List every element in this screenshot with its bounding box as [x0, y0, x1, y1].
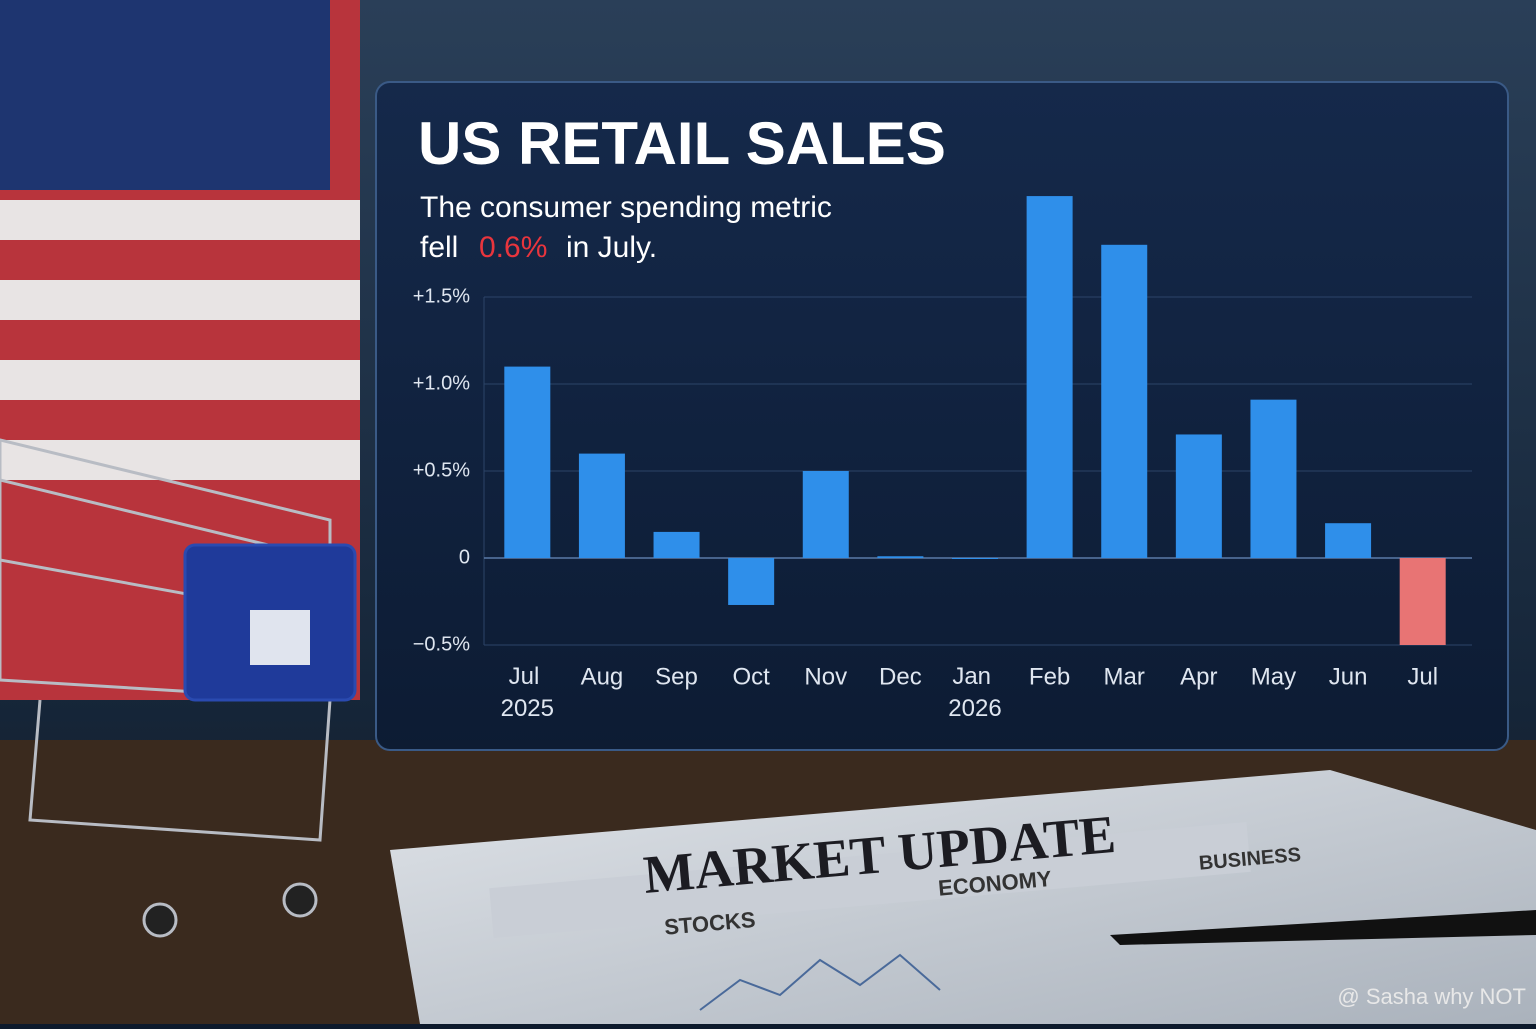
- x-tick-label: Nov: [804, 663, 847, 690]
- chart-subtitle: fell: [420, 231, 458, 264]
- plot: −0.5% 0 +0.5% +1.0% +1.5% Jul 2025 Aug Sep Oct No…: [413, 196, 1472, 722]
- bar: [1175, 434, 1222, 558]
- bar: [1250, 399, 1297, 558]
- chart-subtitle: in July.: [566, 231, 657, 264]
- y-tick-label: +1.5%: [413, 285, 470, 307]
- y-tick-label: +1.0%: [413, 372, 470, 394]
- bar: [952, 558, 998, 559]
- x-tick-label: May: [1251, 663, 1296, 690]
- bar: [877, 556, 924, 558]
- x-tick-label: Oct: [732, 663, 770, 690]
- bar: [728, 558, 775, 605]
- y-tick-label: −0.5%: [413, 633, 470, 655]
- chart-panel: [375, 81, 1509, 751]
- x-tick-label: Mar: [1104, 663, 1145, 690]
- x-tick-label: Jun: [1329, 663, 1368, 690]
- chart-subtitle-figure: 0.6%: [479, 231, 547, 264]
- bar: [578, 453, 625, 558]
- y-tick-label: 0: [459, 546, 470, 568]
- x-tick-label: Sep: [655, 663, 698, 690]
- chart-subtitle: The consumer spending metric: [420, 191, 832, 224]
- chart-title: US RETAIL SALES: [418, 110, 946, 177]
- bar: [504, 366, 551, 558]
- bar: [653, 531, 700, 558]
- bar: [1325, 523, 1372, 558]
- x-tick-label: Feb: [1029, 663, 1070, 690]
- shopping-cart: [0, 438, 357, 938]
- y-tick-label: +0.5%: [413, 459, 470, 481]
- x-tick-label: Apr: [1180, 663, 1217, 690]
- bar: [1026, 196, 1073, 558]
- x-tick-label: Jul: [1407, 663, 1438, 690]
- bar: [1399, 558, 1446, 645]
- x-tick-label: Jan 2026: [948, 663, 1001, 722]
- bar: [802, 471, 849, 558]
- x-tick-label: Aug: [581, 663, 624, 690]
- bar: [1101, 244, 1148, 559]
- watermark: @ Sasha why NOT: [1337, 984, 1526, 1009]
- x-tick-label: Jul 2025: [501, 663, 554, 722]
- x-tick-label: Dec: [879, 663, 922, 690]
